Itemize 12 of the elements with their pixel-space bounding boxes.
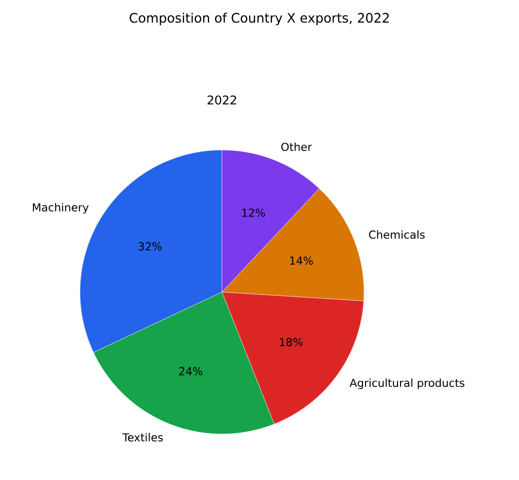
slice-label: Agricultural products <box>350 378 464 390</box>
slice-label: Chemicals <box>369 230 425 239</box>
slice-label: Textiles <box>122 432 163 442</box>
data-label: 18% <box>280 338 303 346</box>
slice-label: Machinery <box>32 202 89 214</box>
data-label: 32% <box>138 242 162 251</box>
chart-subtitle: 2022 <box>208 95 236 105</box>
chart-title: Composition of Country X exports, 2022 <box>130 12 389 26</box>
slice-label: Other <box>281 142 312 152</box>
data-label: 12% <box>242 208 265 217</box>
data-label: 14% <box>290 256 313 265</box>
data-label: 24% <box>179 367 202 376</box>
